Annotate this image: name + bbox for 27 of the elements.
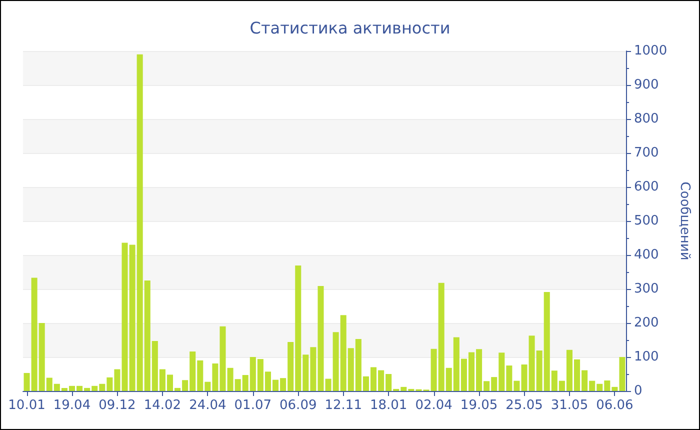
y-tick-label: 600 — [634, 180, 659, 194]
y-tick-label: 400 — [634, 248, 659, 262]
x-tick-label: 19.05 — [460, 398, 498, 413]
x-tick-label: 18.01 — [370, 398, 408, 413]
y-tick-label: 1000 — [634, 44, 668, 58]
x-tick-label: 25.05 — [506, 398, 543, 413]
y-axis-title: Сообщений — [677, 182, 692, 260]
y-tick-label: 500 — [634, 214, 659, 228]
x-tick-label: 10.01 — [8, 398, 46, 413]
x-tick-label: 09.12 — [98, 398, 136, 413]
y-tick-label: 200 — [634, 316, 659, 330]
y-tick-label: 0 — [634, 384, 642, 398]
y-tick-label: 700 — [634, 146, 659, 160]
x-tick-label: 24.04 — [189, 398, 226, 413]
x-tick-label: 06.09 — [280, 398, 317, 413]
x-tick-label: 31.05 — [550, 398, 588, 413]
x-tick-label: 12.11 — [324, 398, 362, 413]
x-tick-label: 14.02 — [144, 398, 182, 413]
y-tick-label: 900 — [634, 78, 659, 92]
y-tick-label: 100 — [634, 350, 659, 364]
chart-title: Статистика активности — [250, 18, 450, 38]
y-tick-label: 800 — [634, 112, 659, 126]
x-tick-label: 02.04 — [415, 398, 452, 413]
x-tick-label: 19.04 — [53, 398, 91, 413]
y-tick-label: 300 — [634, 282, 659, 296]
x-tick-label: 06.06 — [596, 398, 634, 413]
x-tick-label: 01.07 — [234, 398, 272, 413]
